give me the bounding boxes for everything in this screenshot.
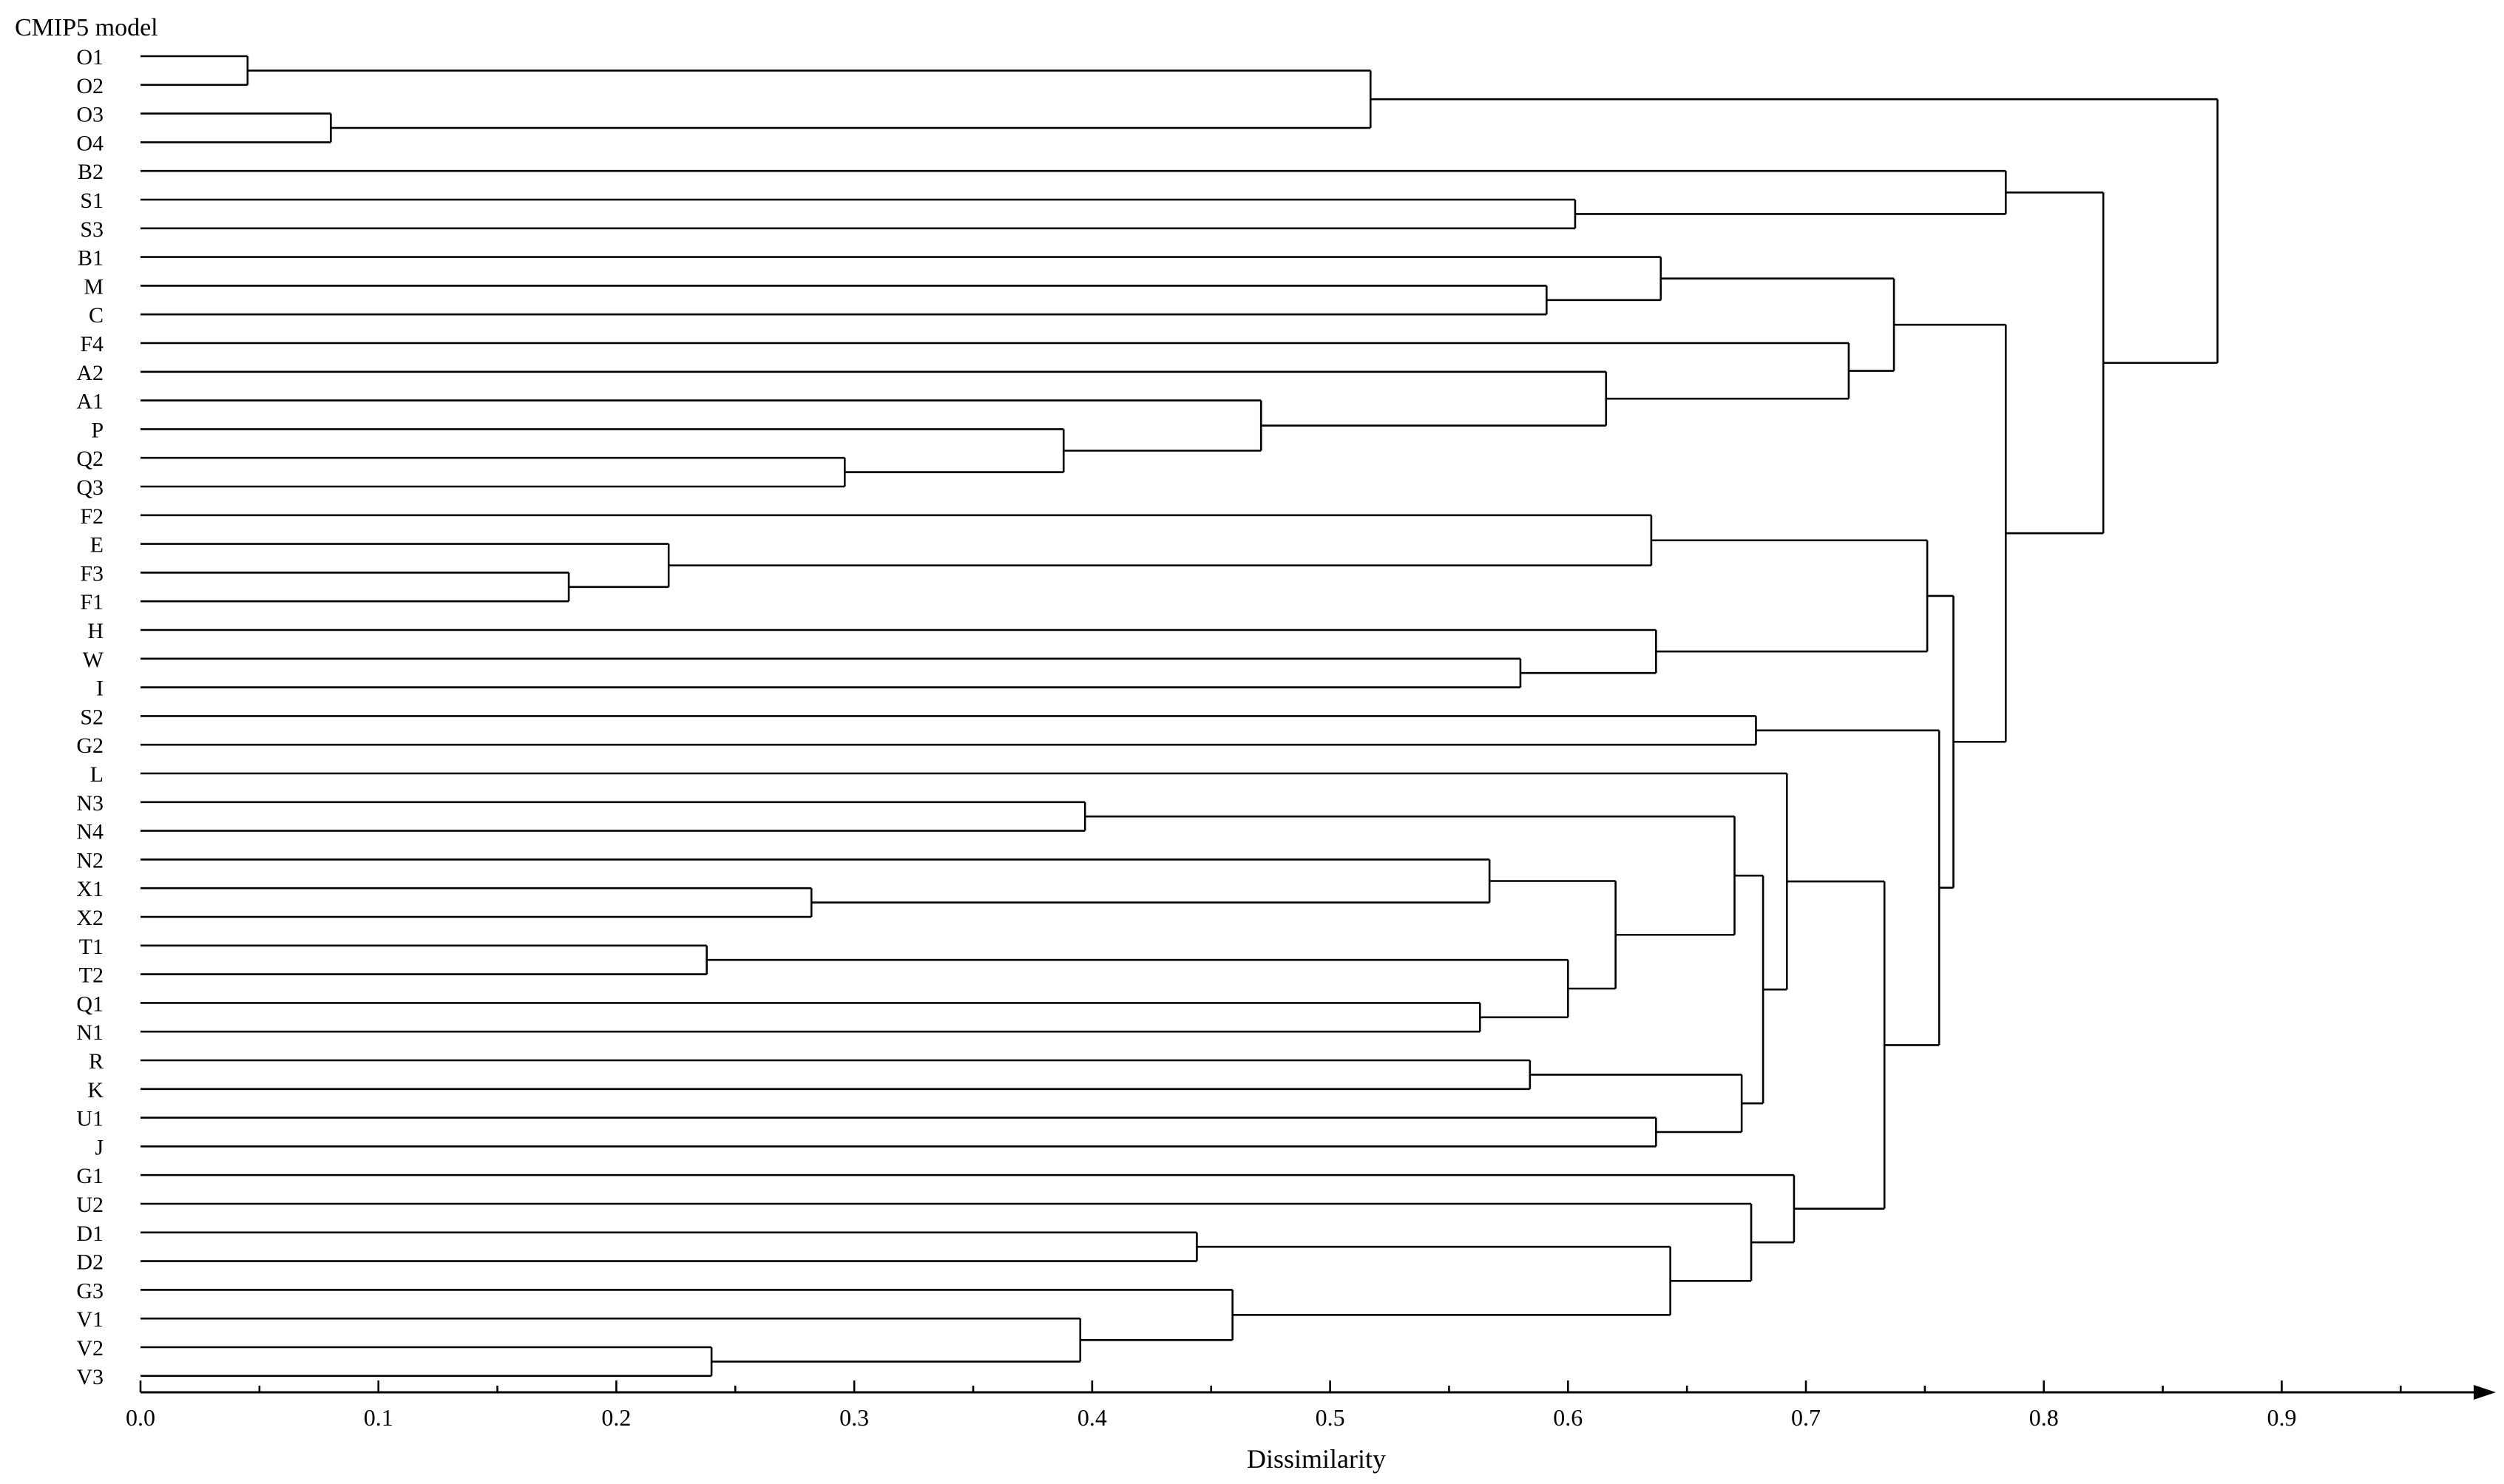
x-tick-label: 0.9 <box>2267 1404 2296 1431</box>
x-tick-label: 0.3 <box>839 1404 869 1431</box>
leaf-label: I <box>96 677 104 701</box>
x-tick-label: 0.4 <box>1077 1404 1107 1431</box>
leaf-label: V3 <box>76 1365 104 1389</box>
leaf-label: Q2 <box>76 447 104 471</box>
leaf-label: O4 <box>76 131 104 155</box>
leaf-label: N2 <box>76 848 104 873</box>
leaf-label: G3 <box>76 1278 104 1303</box>
leaf-label: O2 <box>76 74 104 98</box>
x-tick-label: 0.0 <box>126 1404 155 1431</box>
leaf-label: G1 <box>76 1164 104 1188</box>
leaf-label: C <box>89 303 104 328</box>
leaf-label: O3 <box>76 103 104 127</box>
leaf-label: U2 <box>76 1193 104 1217</box>
x-tick-label: 0.1 <box>364 1404 393 1431</box>
leaf-label: A1 <box>76 390 104 414</box>
leaf-label: S2 <box>80 705 104 729</box>
x-tick-label: 0.6 <box>1553 1404 1583 1431</box>
leaf-label: F3 <box>80 561 104 586</box>
leaf-label: W <box>83 648 104 672</box>
x-axis: 0.0 0.1 0.2 0.3 0.4 0.5 0.6 0.7 0.8 0.9 <box>126 1380 2496 1431</box>
leaf-label: Q3 <box>76 475 104 500</box>
leaf-label: T1 <box>79 935 104 959</box>
leaf-label: G2 <box>76 733 104 758</box>
leaf-label: F4 <box>80 332 104 356</box>
leaf-label: H <box>87 619 104 643</box>
leaf-label: M <box>84 274 104 299</box>
leaf-label: A2 <box>76 361 104 385</box>
leaf-label: N1 <box>76 1020 104 1045</box>
x-tick-label: 0.8 <box>2029 1404 2059 1431</box>
leaf-label: R <box>89 1049 104 1074</box>
leaf-label: T2 <box>79 963 104 988</box>
leaf-label: X2 <box>76 906 104 930</box>
dendrogram-links <box>141 55 2219 1378</box>
leaf-label: N3 <box>76 791 104 816</box>
leaf-label: L <box>90 762 104 787</box>
leaf-label: P <box>91 418 104 442</box>
leaf-label: F1 <box>80 590 104 614</box>
x-tick-label: 0.7 <box>1791 1404 1821 1431</box>
leaf-label: S3 <box>80 217 104 242</box>
leaf-label: B1 <box>78 246 104 271</box>
leaf-label: E <box>90 533 104 558</box>
x-tick-label: 0.2 <box>601 1404 631 1431</box>
leaf-label: X1 <box>76 877 104 901</box>
leaf-label: S1 <box>80 189 104 213</box>
x-axis-label: Dissimilarity <box>1247 1444 1386 1474</box>
x-axis-arrow <box>2474 1385 2496 1400</box>
y-axis-label: CMIP5 model <box>15 14 158 41</box>
leaf-label: Q1 <box>76 992 104 1016</box>
leaf-label: U1 <box>76 1107 104 1131</box>
leaf-label: N4 <box>76 820 104 844</box>
leaf-label: F2 <box>80 504 104 529</box>
leaf-label: V1 <box>76 1307 104 1332</box>
leaf-label: B2 <box>78 160 104 184</box>
x-tick-label: 0.5 <box>1316 1404 1345 1431</box>
leaf-labels: O1 O2 O3 O4 B2 S1 S3 B1 MC F4 A2 A1 P Q2 Q3 F2 E F3 F1 HWIS… <box>76 45 104 1389</box>
leaf-label: O1 <box>76 45 104 70</box>
leaf-label: D2 <box>76 1250 104 1275</box>
leaf-label: V2 <box>76 1336 104 1361</box>
leaf-label: D1 <box>76 1222 104 1246</box>
leaf-label: J <box>95 1135 104 1159</box>
leaf-label: K <box>87 1078 104 1102</box>
